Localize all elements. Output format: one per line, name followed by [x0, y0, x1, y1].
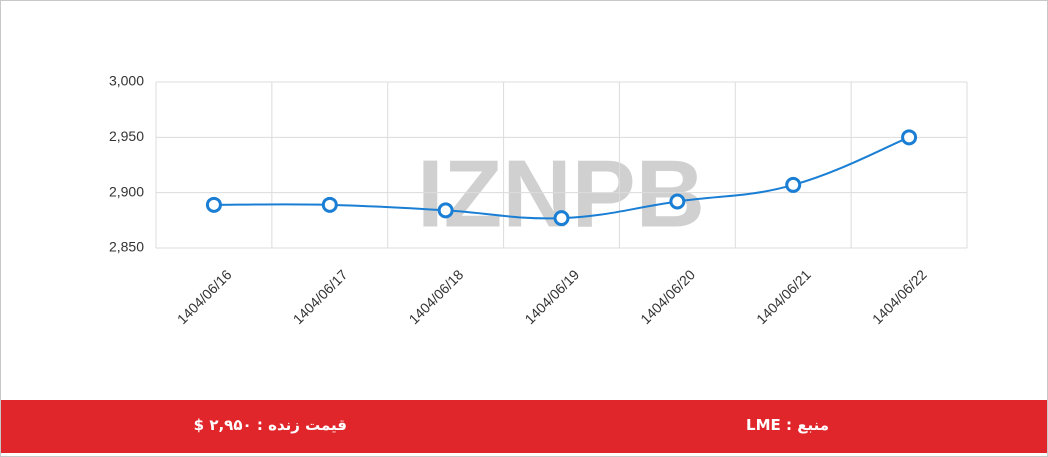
x-tick-label: 1404/06/19 [521, 266, 582, 327]
source: منبع : LME [746, 416, 829, 434]
y-tick-label: 3,000 [109, 73, 144, 89]
point [669, 193, 686, 210]
point [437, 202, 454, 219]
point [205, 196, 222, 213]
x-tick-label: 1404/06/20 [637, 266, 698, 327]
watermark: IZNPB [417, 140, 705, 247]
footer-bar: قیمت زنده : ۲,۹۵۰ $ منبع : LME [1, 400, 1047, 453]
x-tick-label: 1404/06/17 [290, 266, 351, 327]
y-tick-label: 2,950 [109, 128, 144, 144]
chart: IZNPB 2,850 2,900 2,950 3,000 1404/06/16 1404… [109, 73, 968, 327]
point [321, 196, 338, 213]
point [901, 129, 918, 146]
y-tick-label: 2,900 [109, 183, 144, 199]
point [553, 210, 570, 227]
x-tick-label: 1404/06/21 [753, 266, 814, 327]
x-tick-label: 1404/06/16 [174, 266, 235, 327]
x-tick-label: 1404/06/22 [869, 266, 930, 327]
live-price: قیمت زنده : ۲,۹۵۰ $ [193, 416, 347, 434]
x-tick-label: 1404/06/18 [406, 266, 467, 327]
point [785, 176, 802, 193]
y-tick-label: 2,850 [109, 239, 144, 255]
